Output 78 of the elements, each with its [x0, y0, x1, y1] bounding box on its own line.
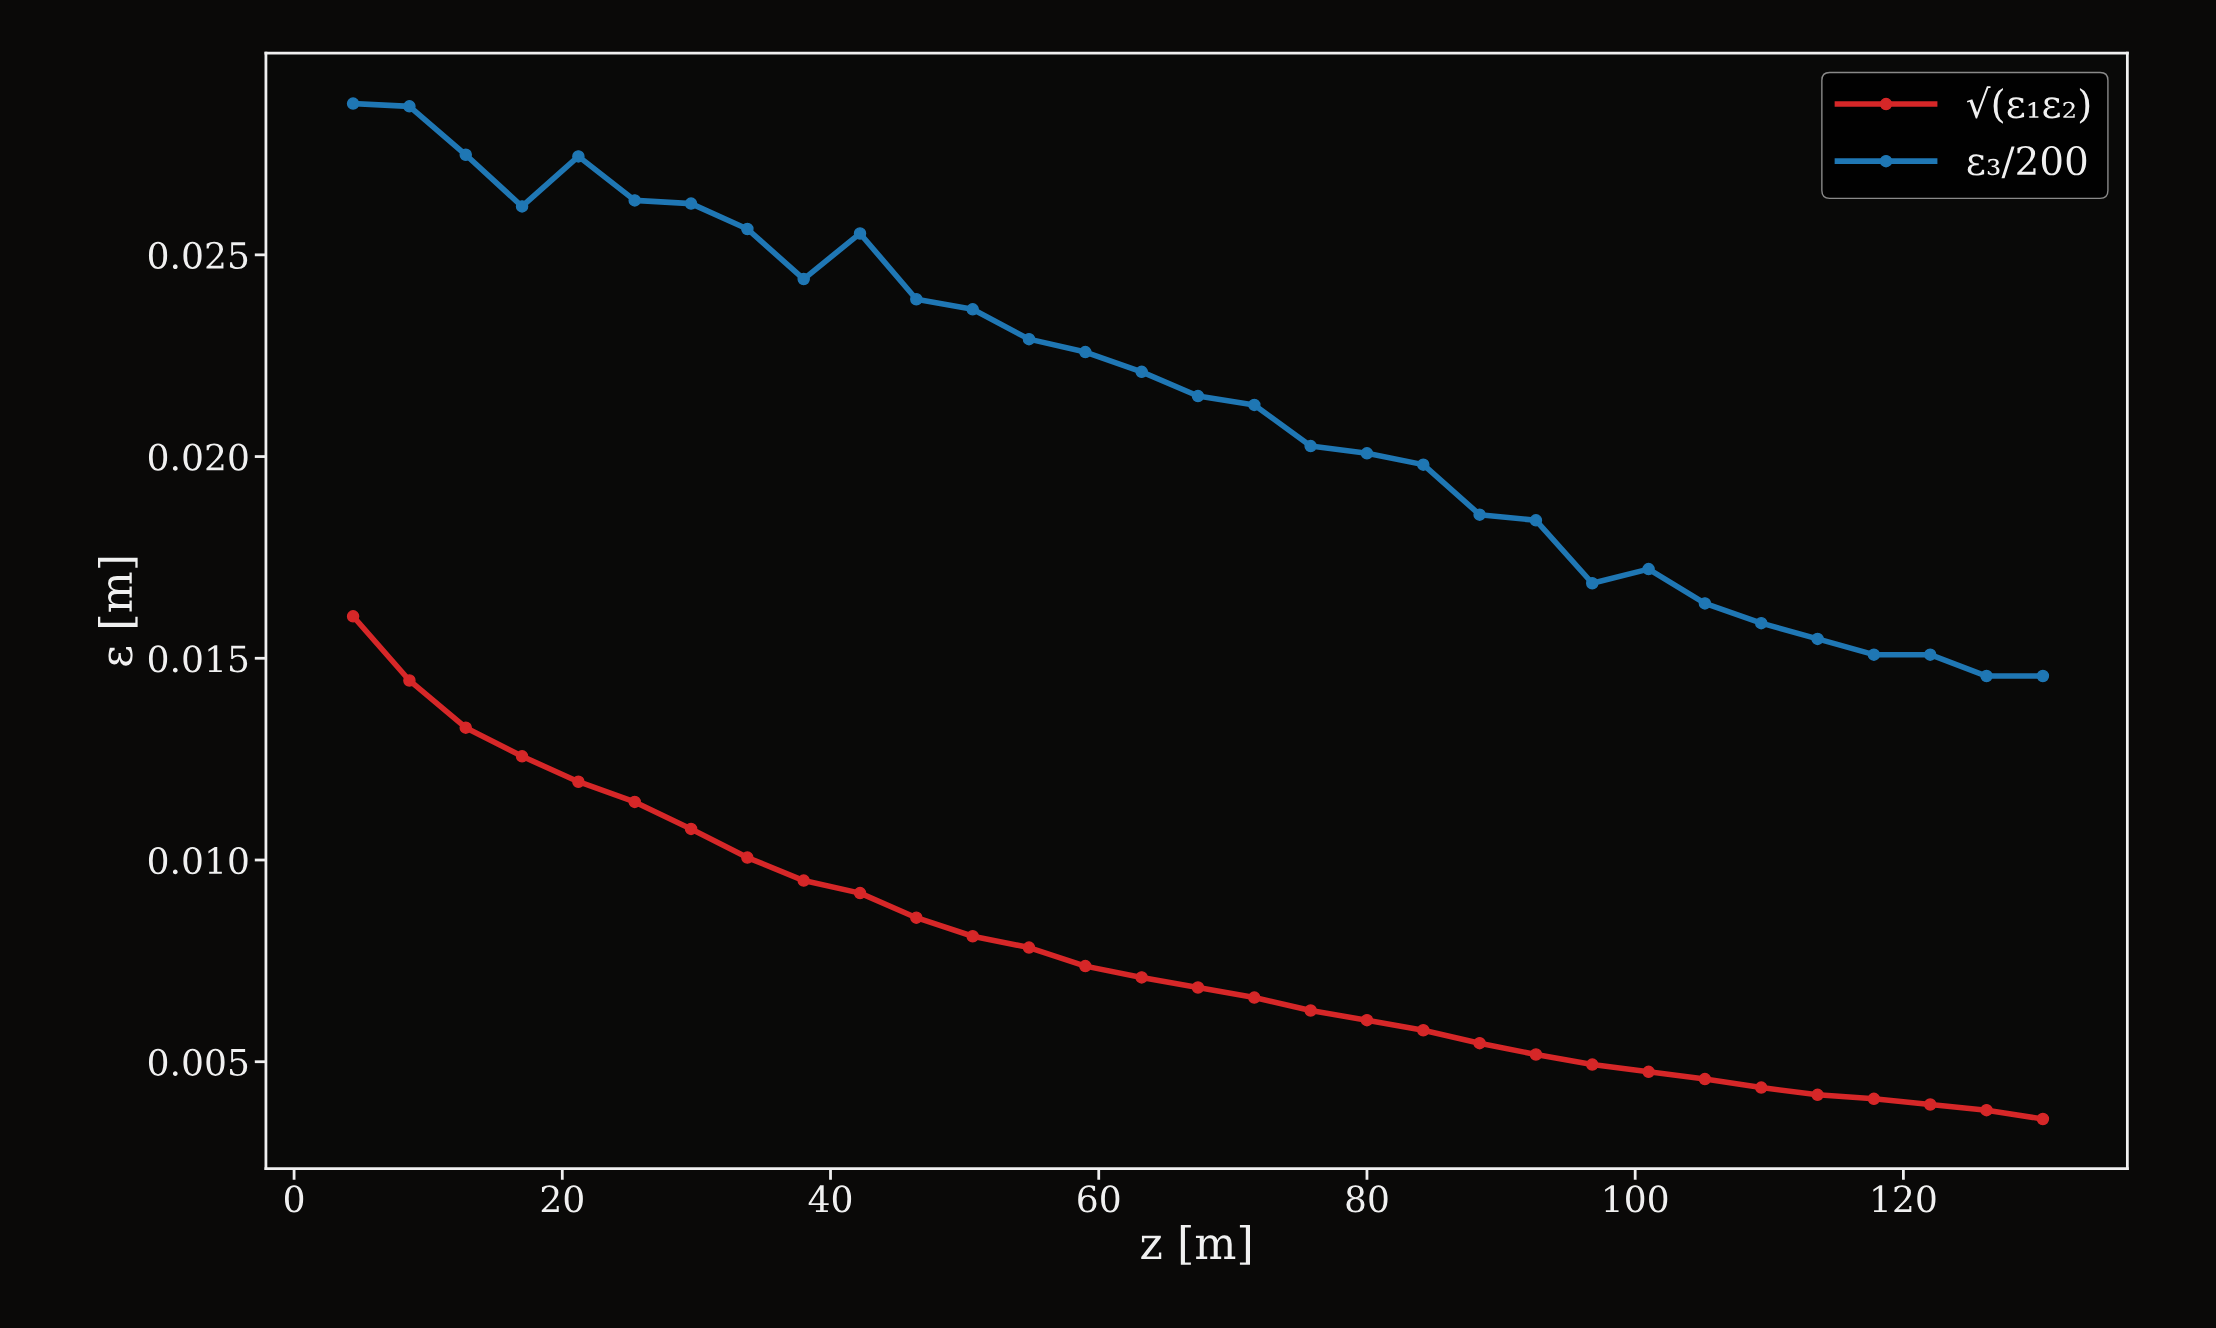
point: [1811, 1088, 1824, 1102]
x-tick-label: 0: [284, 1185, 304, 1213]
point: [403, 100, 416, 113]
point: [1642, 562, 1655, 576]
point: [2036, 1112, 2050, 1126]
point: [459, 721, 472, 734]
point: [797, 272, 810, 286]
point: [910, 292, 923, 306]
point: [1586, 576, 1599, 590]
point: [1923, 648, 1937, 661]
point: [1135, 365, 1148, 379]
point: [1980, 1103, 1993, 1117]
point: [628, 795, 641, 809]
point: [2036, 669, 2050, 683]
point: [459, 148, 472, 162]
point: [1923, 1098, 1937, 1111]
x-tick-label: 40: [808, 1185, 852, 1213]
point: [1022, 332, 1036, 346]
point: [1473, 508, 1486, 521]
point: [1304, 439, 1317, 453]
point: [1360, 447, 1374, 460]
point: [966, 930, 979, 943]
point: [1417, 1024, 1430, 1037]
y-tick-label: 0.015: [148, 645, 248, 673]
point: [1417, 458, 1430, 471]
x-axis-title: z [m]: [1141, 1225, 1250, 1265]
x-tick-label: 20: [541, 1185, 583, 1213]
point: [346, 97, 360, 110]
point: [1135, 971, 1148, 984]
point: [853, 227, 867, 240]
point: [797, 874, 810, 887]
point: [1867, 648, 1881, 661]
point: [966, 303, 979, 316]
point: [741, 222, 754, 236]
point: [1529, 1048, 1543, 1061]
y-tick-label: 0.010: [148, 846, 248, 875]
point: [1360, 1013, 1374, 1027]
x-tick-label: 80: [1346, 1185, 1388, 1213]
point: [1022, 941, 1036, 954]
x-tick-label: 100: [1605, 1185, 1668, 1213]
point: [1980, 669, 1993, 683]
point: [1248, 398, 1261, 412]
point: [1698, 1072, 1712, 1086]
point: [1529, 514, 1543, 527]
point: [1079, 345, 1092, 359]
point: [684, 822, 698, 836]
point: [910, 911, 923, 924]
point: [572, 775, 585, 788]
point: [1191, 981, 1205, 994]
point: [628, 194, 641, 207]
point: [684, 197, 698, 210]
point: [515, 200, 529, 213]
point: [403, 674, 416, 687]
point: [346, 610, 360, 623]
point: [1642, 1065, 1655, 1079]
x-tick-label: 120: [1873, 1185, 1936, 1213]
point: [1811, 632, 1824, 646]
point: [1304, 1004, 1317, 1017]
point: [1473, 1036, 1486, 1050]
point: [853, 886, 867, 900]
point: [1698, 597, 1712, 610]
point: [741, 851, 754, 864]
point: [572, 150, 585, 163]
point: [1079, 959, 1092, 973]
legend-label: √(ε₁ε₂): [1966, 86, 2090, 124]
point: [1867, 1092, 1881, 1106]
y-tick-label: 0.005: [148, 1048, 248, 1076]
x-tick-label: 60: [1078, 1185, 1120, 1213]
point: [1191, 389, 1205, 403]
legend-label: ε₃/200: [1967, 145, 2087, 179]
point: [1248, 991, 1261, 1004]
y-axis-title: ε [m]: [98, 557, 138, 666]
point: [1586, 1058, 1599, 1071]
point: [515, 750, 529, 763]
y-tick-label: 0.025: [148, 241, 248, 270]
y-tick-label: 0.020: [148, 443, 248, 471]
point: [1754, 1081, 1768, 1094]
point: [1754, 616, 1768, 630]
